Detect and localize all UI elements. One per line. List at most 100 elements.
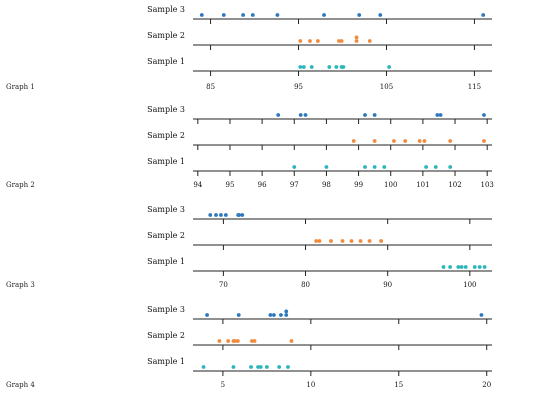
data-point bbox=[433, 165, 438, 169]
data-point bbox=[236, 313, 241, 317]
x-tick-label: 101 bbox=[416, 181, 429, 189]
data-point bbox=[286, 365, 290, 369]
data-point bbox=[422, 139, 427, 143]
data-point bbox=[277, 365, 282, 369]
data-point bbox=[208, 213, 213, 217]
data-point bbox=[292, 165, 297, 169]
data-point bbox=[372, 113, 377, 117]
data-point bbox=[217, 339, 222, 343]
data-point bbox=[463, 265, 468, 269]
data-point bbox=[417, 139, 422, 143]
series-label: Sample 3 bbox=[147, 205, 185, 214]
data-point bbox=[272, 313, 276, 317]
data-point bbox=[233, 339, 238, 343]
data-point bbox=[387, 65, 392, 69]
data-point bbox=[315, 39, 320, 43]
data-point bbox=[252, 339, 257, 343]
data-point bbox=[363, 165, 367, 169]
data-point bbox=[214, 213, 218, 217]
data-point bbox=[201, 365, 206, 369]
graph-panel-3: Graph 3 Sample 3 Sample 2 Sample 1 70 80 90 100 bbox=[6, 205, 492, 289]
data-point bbox=[403, 139, 408, 143]
data-point bbox=[301, 65, 306, 69]
data-point bbox=[341, 65, 346, 69]
x-tick-label: 85 bbox=[206, 83, 215, 91]
x-tick-label: 103 bbox=[480, 181, 493, 189]
x-tick-label: 97 bbox=[290, 181, 299, 189]
data-point bbox=[308, 39, 312, 43]
data-point bbox=[363, 113, 367, 117]
data-point bbox=[256, 365, 260, 369]
data-point bbox=[298, 65, 303, 69]
data-point bbox=[448, 165, 453, 169]
data-point bbox=[482, 139, 486, 143]
data-point bbox=[241, 13, 246, 17]
x-tick-label: 90 bbox=[383, 281, 392, 289]
data-point bbox=[223, 213, 228, 217]
data-point bbox=[303, 113, 308, 117]
data-point bbox=[275, 13, 280, 17]
x-tick-label: 94 bbox=[193, 181, 202, 189]
data-point bbox=[314, 239, 319, 243]
data-point bbox=[472, 265, 477, 269]
data-point bbox=[226, 339, 231, 343]
data-point bbox=[438, 113, 443, 117]
data-point bbox=[382, 165, 387, 169]
data-point bbox=[459, 265, 464, 269]
series-label: Sample 1 bbox=[147, 257, 185, 266]
data-point bbox=[268, 313, 273, 317]
data-point bbox=[424, 165, 428, 169]
x-tick-label: 96 bbox=[258, 181, 267, 189]
data-point bbox=[309, 65, 314, 69]
data-point bbox=[481, 13, 486, 17]
data-point bbox=[258, 365, 263, 369]
data-point bbox=[482, 113, 486, 117]
data-point bbox=[378, 13, 383, 17]
x-tick-label: 20 bbox=[482, 381, 491, 389]
graph-panel-1: Graph 1 Sample 3 Sample 2 Sample 1 85 95 105 11… bbox=[6, 5, 492, 91]
data-point bbox=[354, 39, 359, 43]
data-point bbox=[276, 113, 281, 117]
data-point bbox=[322, 13, 326, 17]
data-point bbox=[237, 213, 241, 217]
data-point bbox=[231, 365, 236, 369]
x-tick-label: 95 bbox=[226, 181, 235, 189]
data-point bbox=[250, 13, 255, 17]
data-point bbox=[298, 39, 303, 43]
data-point bbox=[327, 65, 332, 69]
data-point bbox=[284, 309, 289, 314]
data-point bbox=[298, 113, 303, 117]
x-tick-label: 98 bbox=[322, 181, 331, 189]
data-point bbox=[357, 13, 362, 17]
data-point bbox=[351, 139, 356, 143]
data-point bbox=[358, 239, 363, 243]
series-label: Sample 3 bbox=[147, 305, 185, 314]
series-label: Sample 2 bbox=[147, 231, 185, 240]
data-point bbox=[367, 239, 372, 243]
x-tick-label: 70 bbox=[219, 281, 228, 289]
data-point bbox=[199, 13, 204, 17]
data-point bbox=[240, 213, 245, 217]
data-point bbox=[264, 365, 269, 369]
data-point bbox=[367, 39, 372, 43]
data-point bbox=[379, 239, 384, 243]
data-point bbox=[349, 239, 354, 243]
data-point bbox=[339, 39, 344, 43]
data-point bbox=[235, 339, 240, 343]
graph-panel-4: Graph 4 Sample 3 Sample 2 Sample 1 5 10 15 20 bbox=[6, 305, 492, 389]
data-point bbox=[448, 265, 453, 269]
x-tick-label: 102 bbox=[448, 181, 461, 189]
x-tick-label: 115 bbox=[468, 83, 481, 91]
data-point bbox=[329, 239, 333, 243]
series-label: Sample 1 bbox=[147, 57, 185, 66]
data-point bbox=[284, 313, 289, 317]
data-point bbox=[205, 313, 209, 317]
x-tick-label: 99 bbox=[354, 181, 363, 189]
x-tick-label: 100 bbox=[463, 281, 476, 289]
data-point bbox=[279, 313, 283, 317]
x-tick-label: 100 bbox=[384, 181, 397, 189]
x-tick-label: 10 bbox=[306, 381, 315, 389]
series-label: Sample 2 bbox=[147, 31, 185, 40]
series-label: Sample 3 bbox=[147, 105, 185, 114]
